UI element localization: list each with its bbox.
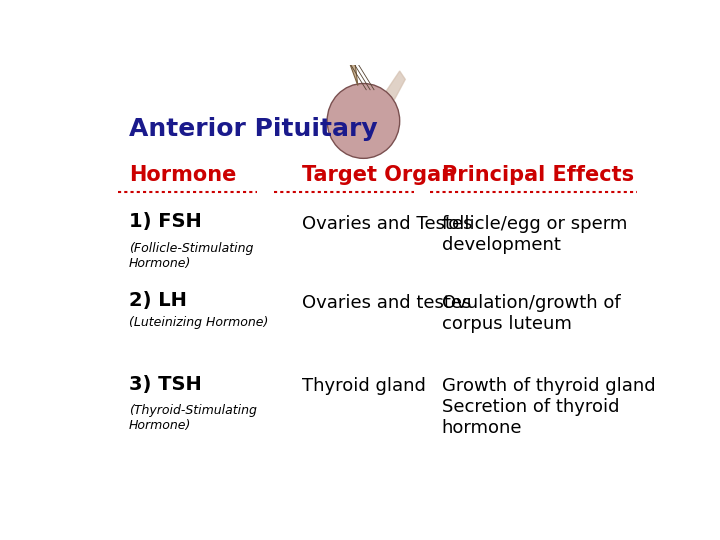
Text: 3) TSH: 3) TSH [129, 375, 202, 394]
Text: Anterior Pituitary: Anterior Pituitary [129, 117, 378, 141]
Ellipse shape [327, 84, 400, 158]
Text: follicle/egg or sperm
development: follicle/egg or sperm development [441, 215, 627, 254]
Text: Ovaries and Testes: Ovaries and Testes [302, 215, 472, 233]
Text: Growth of thyroid gland
Secretion of thyroid
hormone: Growth of thyroid gland Secretion of thy… [441, 377, 655, 437]
Ellipse shape [349, 50, 372, 63]
Text: Ovulation/growth of
corpus luteum: Ovulation/growth of corpus luteum [441, 294, 620, 333]
Circle shape [353, 50, 361, 55]
Ellipse shape [325, 40, 374, 64]
Text: 2) LH: 2) LH [129, 292, 187, 310]
Text: Hormone: Hormone [129, 165, 236, 185]
Text: (Luteinizing Hormone): (Luteinizing Hormone) [129, 316, 269, 329]
Text: Principal Effects: Principal Effects [441, 165, 634, 185]
Text: 1) FSH: 1) FSH [129, 212, 202, 232]
Text: (Follicle-Stimulating
Hormone): (Follicle-Stimulating Hormone) [129, 241, 253, 269]
Text: Thyroid gland: Thyroid gland [302, 377, 426, 395]
PathPatch shape [349, 63, 358, 85]
Polygon shape [386, 71, 405, 100]
Text: (Thyroid-Stimulating
Hormone): (Thyroid-Stimulating Hormone) [129, 404, 257, 431]
Text: Target Organ: Target Organ [302, 165, 456, 185]
Text: Ovaries and testes: Ovaries and testes [302, 294, 472, 312]
